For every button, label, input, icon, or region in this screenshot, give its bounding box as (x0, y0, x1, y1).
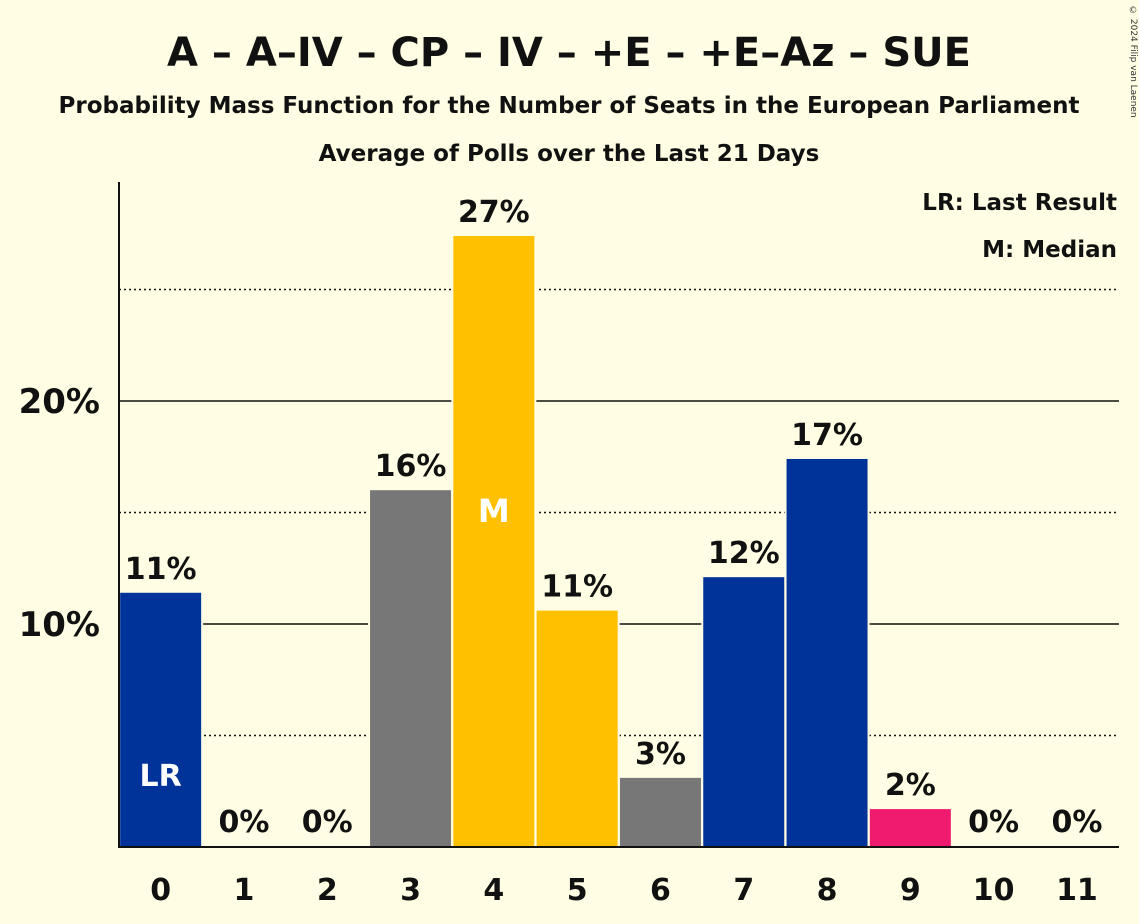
axes: 10% 20% 0 1 2 3 4 5 6 7 8 9 10 11 (19, 182, 1119, 908)
bar (786, 458, 868, 847)
data-label: 16% (375, 449, 447, 484)
data-label: 0% (1051, 805, 1102, 840)
data-label: 11% (125, 552, 197, 587)
legend-last-result: LR: Last Result (922, 190, 1117, 216)
data-label: 27% (458, 195, 530, 230)
data-label: 3% (635, 737, 686, 772)
median-marker: M (478, 492, 510, 530)
chart-subtitle: Probability Mass Function for the Number… (59, 93, 1080, 119)
chart-title: A – A–IV – CP – IV – +E – +E–Az – SUE (167, 30, 971, 76)
x-tick-label: 7 (733, 873, 754, 908)
data-labels: 11% 0% 0% 16% 27% 11% 3% 12% 17% 2% 0% 0% LR M (125, 195, 1103, 840)
data-label: 2% (885, 768, 936, 803)
x-tick-label: 4 (483, 873, 504, 908)
legend-median: M: Median (982, 237, 1117, 263)
data-label: 0% (968, 805, 1019, 840)
data-label: 0% (302, 805, 353, 840)
data-label: 0% (218, 805, 269, 840)
last-result-marker: LR (140, 759, 182, 794)
copyright-notice: © 2024 Filip van Laenen (1128, 6, 1138, 118)
bar (703, 577, 785, 847)
x-tick-label: 8 (817, 873, 838, 908)
bar (453, 235, 535, 848)
data-label: 17% (791, 418, 863, 453)
x-tick-label: 5 (567, 873, 588, 908)
data-label: 11% (541, 570, 613, 605)
x-tick-label: 1 (234, 873, 255, 908)
chart-subtitle-2: Average of Polls over the Last 21 Days (319, 141, 820, 167)
bars (118, 233, 953, 848)
bar (869, 809, 951, 847)
bar (536, 610, 618, 847)
x-tick-label: 6 (650, 873, 671, 908)
x-tick-label: 2 (317, 873, 338, 908)
data-label: 12% (708, 536, 780, 571)
x-tick-label: 9 (900, 873, 921, 908)
x-tick-label: 0 (150, 873, 171, 908)
bar (619, 777, 701, 847)
x-tick-label: 11 (1056, 873, 1098, 908)
x-tick-label: 3 (400, 873, 421, 908)
x-tick-label: 10 (973, 873, 1015, 908)
y-tick-label: 20% (19, 382, 100, 422)
bar (370, 490, 452, 847)
y-tick-label: 10% (19, 605, 100, 645)
bar (120, 592, 202, 847)
